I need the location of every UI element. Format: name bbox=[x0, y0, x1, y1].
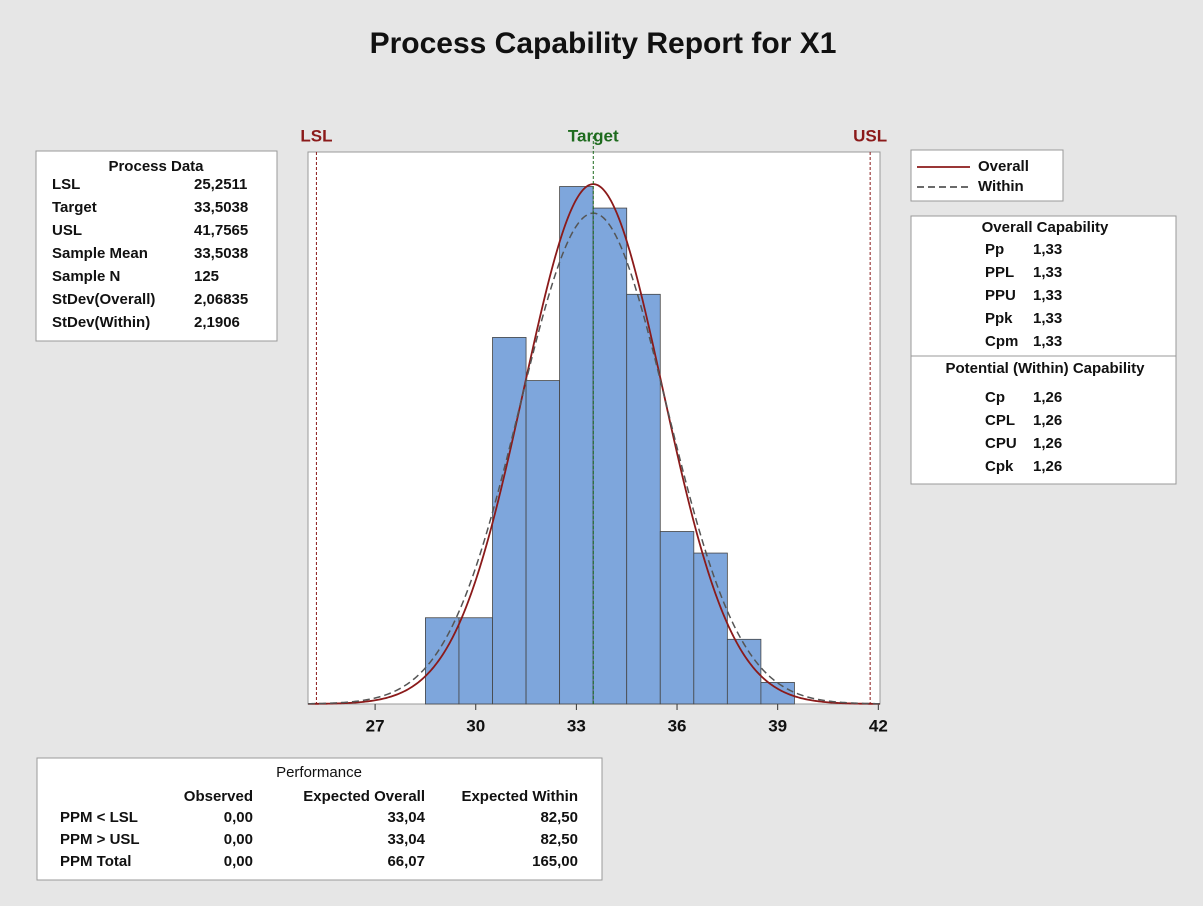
cell-value: 0,00 bbox=[224, 853, 253, 870]
row-label: Cpk bbox=[985, 458, 1014, 475]
row-label: Sample N bbox=[52, 268, 120, 285]
histogram-bar bbox=[492, 337, 527, 705]
row-label: StDev(Overall) bbox=[52, 291, 155, 308]
histogram-bar bbox=[559, 186, 594, 705]
x-tick-label: 42 bbox=[869, 716, 888, 735]
capability-box bbox=[910, 215, 1177, 485]
table-title: Overall Capability bbox=[982, 219, 1109, 236]
row-label: Cpm bbox=[985, 333, 1018, 350]
row-value: 2,1906 bbox=[194, 314, 240, 331]
row-label: Pp bbox=[985, 241, 1004, 258]
column-header: Expected Overall bbox=[303, 788, 425, 805]
row-value: 1,33 bbox=[1033, 264, 1062, 281]
process-data-box bbox=[35, 150, 278, 342]
x-tick-label: 30 bbox=[466, 716, 485, 735]
row-label: Target bbox=[52, 199, 97, 216]
row-label: CPU bbox=[985, 435, 1017, 452]
histogram-bar bbox=[726, 638, 762, 705]
row-value: 1,33 bbox=[1033, 287, 1062, 304]
row-label: PPU bbox=[985, 287, 1016, 304]
table-title: Potential (Within) Capability bbox=[945, 360, 1145, 377]
legend-label: Overall bbox=[978, 158, 1029, 175]
fit-curve bbox=[307, 212, 881, 705]
column-header: Expected Within bbox=[461, 788, 578, 805]
x-tick-label: 27 bbox=[366, 716, 385, 735]
table-title: Performance bbox=[276, 764, 362, 781]
histogram-bar bbox=[760, 682, 795, 705]
fit-curve bbox=[307, 183, 881, 705]
histogram-bar bbox=[693, 552, 728, 705]
histogram-bar bbox=[659, 531, 695, 705]
histogram-bar bbox=[626, 293, 661, 705]
row-label: LSL bbox=[52, 176, 80, 193]
legend-box bbox=[910, 149, 1064, 202]
cell-value: 82,50 bbox=[540, 809, 578, 826]
row-label: USL bbox=[52, 222, 82, 239]
column-header: Observed bbox=[184, 788, 253, 805]
spec-label: LSL bbox=[300, 126, 332, 145]
x-tick-label: 33 bbox=[567, 716, 586, 735]
cell-value: 0,00 bbox=[224, 809, 253, 826]
row-value: 41,7565 bbox=[194, 222, 248, 239]
row-label: Sample Mean bbox=[52, 245, 148, 262]
cell-value: 33,04 bbox=[387, 831, 425, 848]
row-value: 33,5038 bbox=[194, 245, 248, 262]
row-value: 1,33 bbox=[1033, 333, 1062, 350]
row-label: PPM Total bbox=[60, 853, 131, 870]
row-value: 33,5038 bbox=[194, 199, 248, 216]
row-label: PPM > USL bbox=[60, 831, 140, 848]
row-value: 1,33 bbox=[1033, 241, 1062, 258]
row-value: 1,33 bbox=[1033, 310, 1062, 327]
row-value: 1,26 bbox=[1033, 412, 1062, 429]
row-label: Cp bbox=[985, 389, 1005, 406]
spec-label: Target bbox=[568, 126, 619, 145]
table-title: Process Data bbox=[108, 158, 204, 175]
spec-label: USL bbox=[853, 126, 887, 145]
cell-value: 0,00 bbox=[224, 831, 253, 848]
row-value: 25,2511 bbox=[194, 176, 247, 193]
performance-box bbox=[36, 757, 603, 881]
histogram-bar bbox=[525, 380, 561, 705]
row-value: 1,26 bbox=[1033, 389, 1062, 406]
cell-value: 82,50 bbox=[540, 831, 578, 848]
row-value: 2,06835 bbox=[194, 291, 248, 308]
chart-title: Process Capability Report for X1 bbox=[370, 27, 837, 60]
row-label: PPL bbox=[985, 264, 1014, 281]
x-tick-label: 39 bbox=[768, 716, 787, 735]
row-label: CPL bbox=[985, 412, 1015, 429]
row-value: 1,26 bbox=[1033, 435, 1062, 452]
x-tick-label: 36 bbox=[668, 716, 687, 735]
histogram-bar bbox=[592, 207, 628, 705]
cell-value: 33,04 bbox=[387, 809, 425, 826]
row-value: 125 bbox=[194, 268, 219, 285]
histogram-bar bbox=[458, 617, 493, 705]
cell-value: 66,07 bbox=[387, 853, 425, 870]
legend-label: Within bbox=[978, 178, 1024, 195]
row-label: PPM < LSL bbox=[60, 809, 138, 826]
row-label: StDev(Within) bbox=[52, 314, 150, 331]
cell-value: 165,00 bbox=[532, 853, 578, 870]
row-value: 1,26 bbox=[1033, 458, 1062, 475]
row-label: Ppk bbox=[985, 310, 1013, 327]
